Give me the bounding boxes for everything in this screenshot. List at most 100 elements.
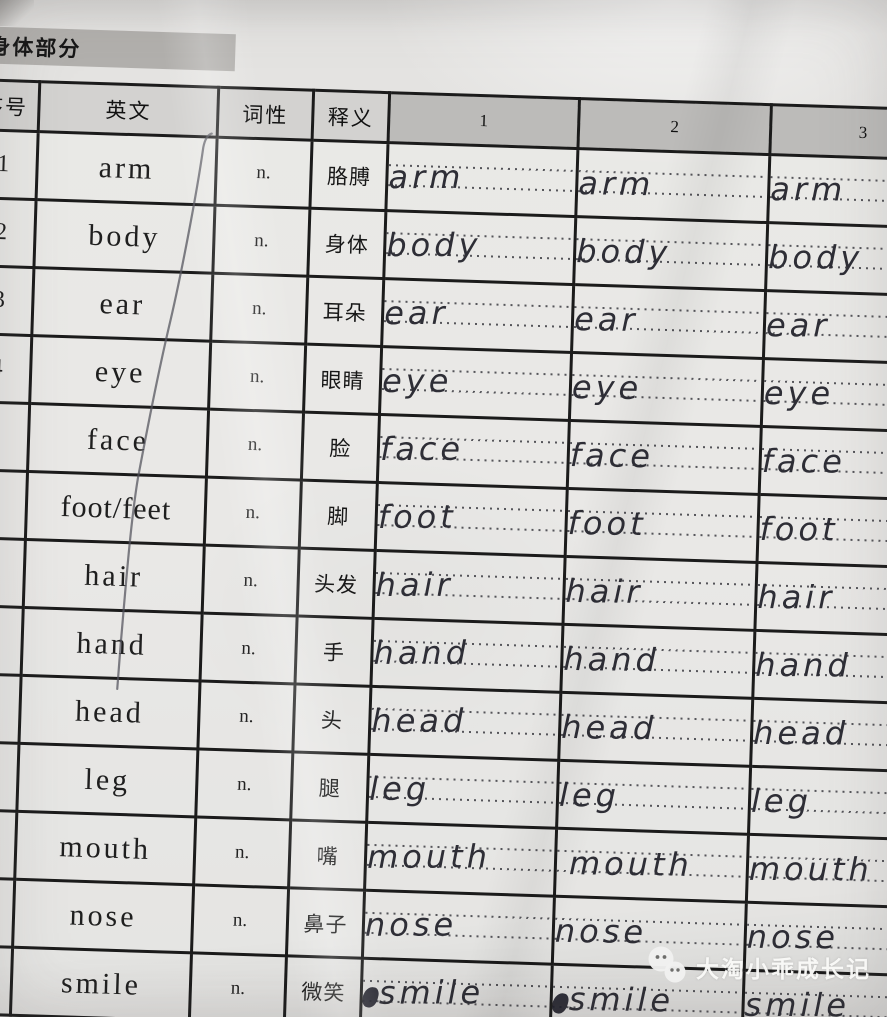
handwritten-word: foot bbox=[759, 509, 839, 548]
handwritten-word: mouth bbox=[748, 849, 873, 888]
practice-cell: hair bbox=[373, 550, 566, 625]
part-of-speech: n. bbox=[212, 205, 310, 277]
handwritten-word: foot bbox=[377, 497, 457, 536]
chinese-meaning: 耳朵 bbox=[305, 276, 384, 347]
handwritten-word: head bbox=[753, 713, 850, 752]
practice-cell: smile bbox=[360, 958, 553, 1017]
row-number bbox=[0, 673, 22, 744]
handwritten-word: hand bbox=[373, 633, 471, 672]
section-title: 身体部分 bbox=[0, 34, 82, 61]
handwritten-word: ear bbox=[573, 299, 639, 339]
chinese-meaning: 嘴 bbox=[288, 819, 367, 891]
practice-cell: hair bbox=[562, 556, 758, 631]
chinese-meaning: 手 bbox=[294, 616, 374, 687]
col-header-practice-2: 2 bbox=[577, 98, 772, 155]
practice-cell: ear bbox=[571, 284, 766, 359]
handwritten-word: face bbox=[569, 435, 655, 475]
col-header-pos: 词性 bbox=[217, 87, 314, 141]
practice-cell: body bbox=[765, 222, 887, 297]
vocab-table: 序号 英文 词性 释义 1 2 3 1 arm n. 胳膊 arm arm ar… bbox=[0, 78, 887, 1017]
practice-cell: arm bbox=[575, 148, 770, 223]
row-number: 3 bbox=[0, 265, 34, 336]
practice-cell: arm bbox=[767, 154, 887, 229]
practice-cell: mouth bbox=[554, 828, 749, 903]
handwritten-word: hair bbox=[757, 577, 836, 616]
row-number bbox=[0, 605, 24, 676]
practice-cell: head bbox=[368, 686, 561, 761]
handwritten-word: hair bbox=[375, 565, 454, 604]
practice-cell: leg bbox=[748, 766, 887, 841]
practice-cell: foot bbox=[565, 488, 760, 563]
english-word: hair bbox=[23, 539, 205, 614]
practice-cell: hand bbox=[560, 624, 755, 699]
practice-cell: head bbox=[750, 698, 887, 773]
handwritten-word: head bbox=[371, 701, 468, 740]
practice-cell: nose bbox=[552, 896, 747, 971]
row-number bbox=[0, 741, 19, 812]
chinese-meaning: 鼻子 bbox=[286, 887, 365, 959]
handwritten-word: ear bbox=[384, 293, 449, 332]
part-of-speech: n. bbox=[189, 952, 287, 1017]
row-number: 6 bbox=[0, 469, 28, 540]
handwritten-word: smile bbox=[363, 973, 484, 1011]
practice-cell: eye bbox=[761, 358, 887, 433]
practice-cell: nose bbox=[744, 902, 887, 977]
chinese-meaning: 微笑 bbox=[284, 955, 363, 1017]
handwritten-word: foot bbox=[567, 503, 647, 543]
practice-cell: smile bbox=[550, 964, 745, 1017]
photo-corner-shadow bbox=[0, 0, 34, 26]
practice-cell: body bbox=[573, 216, 768, 291]
english-word: head bbox=[18, 675, 201, 749]
row-number: 4 bbox=[0, 333, 32, 404]
english-word: hand bbox=[21, 607, 203, 681]
part-of-speech: n. bbox=[206, 409, 304, 481]
handwritten-word: leg bbox=[369, 769, 431, 808]
handwritten-word: head bbox=[561, 707, 658, 747]
english-word: leg bbox=[16, 743, 198, 817]
chinese-meaning: 身体 bbox=[307, 208, 386, 279]
english-word: nose bbox=[12, 879, 194, 953]
practice-cell: mouth bbox=[364, 822, 557, 897]
handwritten-word: eye bbox=[381, 361, 453, 400]
part-of-speech: n. bbox=[200, 613, 298, 684]
part-of-speech: n. bbox=[214, 137, 313, 209]
part-of-speech: n. bbox=[191, 884, 289, 956]
practice-cell: arm bbox=[385, 142, 578, 217]
handwritten-word: body bbox=[575, 231, 672, 271]
handwritten-word: body bbox=[768, 237, 864, 277]
handwritten-word: eye bbox=[571, 367, 643, 407]
col-header-index: 序号 bbox=[0, 79, 40, 132]
handwritten-word: leg bbox=[558, 775, 621, 815]
handwritten-word: ear bbox=[765, 305, 831, 344]
handwritten-word: mouth bbox=[367, 836, 492, 876]
practice-cell: nose bbox=[362, 890, 555, 965]
practice-cell: leg bbox=[556, 760, 751, 835]
practice-cell: head bbox=[558, 692, 753, 767]
english-word: eye bbox=[29, 335, 211, 410]
handwritten-word: body bbox=[386, 225, 482, 264]
handwritten-word: mouth bbox=[568, 843, 694, 884]
practice-cell: ear bbox=[381, 278, 574, 353]
english-word: face bbox=[27, 403, 209, 478]
practice-cell: smile bbox=[742, 970, 887, 1017]
chinese-meaning: 脸 bbox=[301, 412, 380, 483]
chinese-meaning: 头 bbox=[292, 683, 371, 755]
handwritten-word: nose bbox=[554, 911, 648, 951]
practice-cell: face bbox=[759, 426, 887, 501]
row-number: 5 bbox=[0, 401, 30, 472]
handwritten-word: hair bbox=[565, 571, 644, 611]
english-word: arm bbox=[36, 131, 218, 206]
practice-cell: foot bbox=[757, 494, 887, 569]
handwritten-word: arm bbox=[578, 163, 655, 203]
handwritten-word: smile bbox=[552, 979, 674, 1017]
english-word: body bbox=[33, 199, 215, 274]
handwritten-word: hand bbox=[755, 645, 852, 684]
handwritten-word: arm bbox=[770, 169, 847, 209]
chinese-meaning: 眼睛 bbox=[303, 344, 382, 415]
col-header-english: 英文 bbox=[38, 81, 219, 138]
practice-cell: hand bbox=[752, 630, 887, 705]
handwritten-word: leg bbox=[750, 781, 813, 820]
part-of-speech: n. bbox=[193, 816, 291, 888]
handwritten-word: nose bbox=[746, 917, 840, 956]
